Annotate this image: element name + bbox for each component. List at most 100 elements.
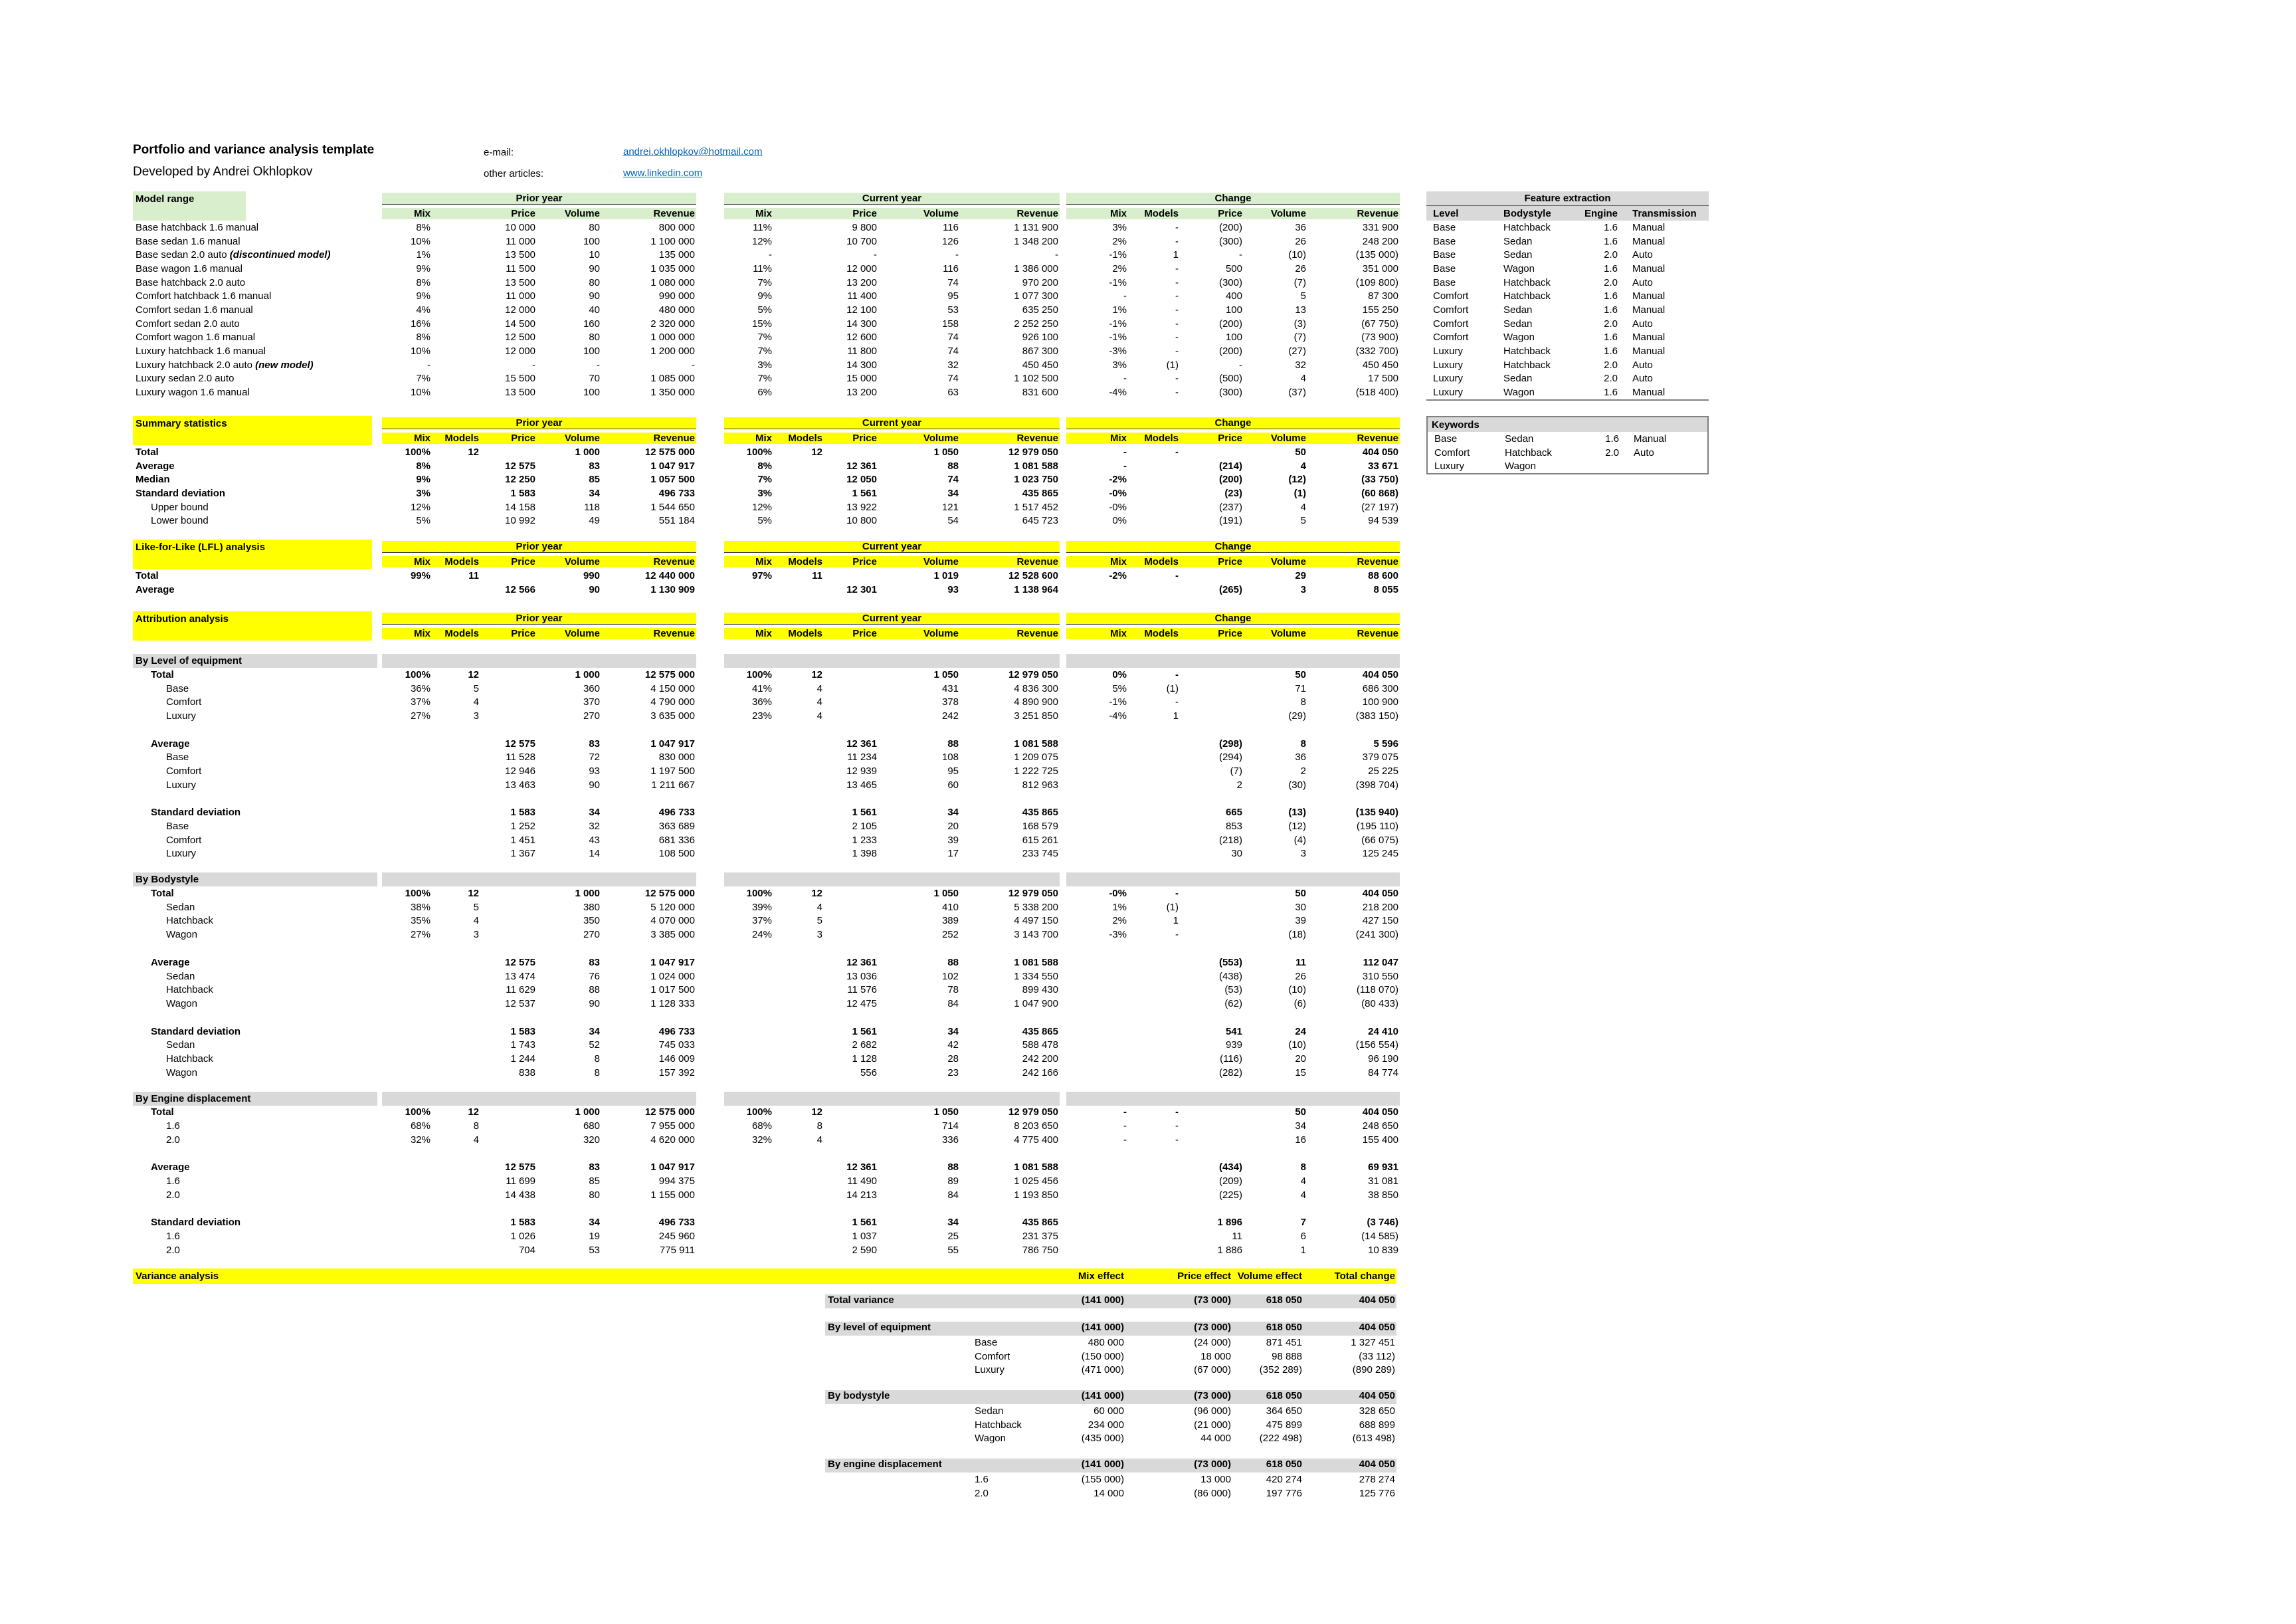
table-row: Luxury Hatchback 2.0 Auto (1426, 358, 1709, 372)
cell: Wagon (1503, 387, 1535, 399)
cell: Sedan (1503, 304, 1533, 316)
cell: - (1175, 929, 1179, 941)
cell: 11 (468, 569, 479, 581)
cell: 1.6 (1604, 346, 1618, 357)
cell: 36 (1295, 752, 1306, 763)
cell: 4 890 900 (1014, 696, 1058, 708)
cell: 1 131 900 (1014, 221, 1058, 233)
cell: 50 (1295, 446, 1306, 458)
cell: 88 600 (1368, 569, 1398, 581)
cell: 3 (473, 710, 479, 722)
cell: 88 (947, 460, 959, 472)
cell: 99% (410, 569, 430, 581)
cell: 90 (589, 779, 600, 791)
column-header: Volume (1244, 207, 1307, 219)
cell: 53 (947, 304, 959, 316)
cell: 25 225 (1368, 765, 1398, 777)
cell: - (1175, 1134, 1179, 1146)
cell: (7) (1293, 332, 1306, 344)
cell: 1 244 (510, 1053, 535, 1065)
cell: (13) (1288, 807, 1306, 819)
cell: - (874, 249, 877, 261)
column-header: Mix (1066, 627, 1128, 639)
cell: 0% (1112, 668, 1127, 680)
cell: 1 (1173, 710, 1179, 722)
row-label: Luxury hatchback 1.6 manual (136, 346, 266, 357)
linkedin-link[interactable]: www.linkedin.com (623, 167, 703, 179)
cell: -0% (1109, 487, 1127, 499)
cell: - (1175, 888, 1179, 900)
cell: 15 (1295, 1066, 1306, 1078)
cell: Hatchback (1503, 346, 1551, 357)
cell: 68% (410, 1120, 430, 1132)
table-row: Average 12 575 83 1 047 917 12 361 88 1 081 58… (133, 956, 1400, 969)
column-header: Price effect (1177, 1270, 1231, 1282)
cell: 618 050 (1232, 1459, 1303, 1473)
cell: 98 888 (1272, 1350, 1302, 1362)
cell: - (427, 359, 430, 371)
cell: 90 (589, 583, 600, 595)
cell: 496 733 (658, 487, 695, 499)
gray-band (382, 872, 696, 887)
cell: 1 200 000 (650, 346, 695, 357)
cell: 496 733 (658, 807, 695, 819)
column-header: Mix (724, 207, 773, 219)
cell: 2% (1112, 262, 1127, 274)
column-header: Bodystyle (1503, 207, 1551, 219)
column-header: Volume (878, 207, 960, 219)
column-header: Volume (537, 432, 601, 444)
cell: 28 (947, 1053, 959, 1065)
cell: 72 (589, 752, 600, 763)
column-header: Mix (382, 432, 432, 444)
cell: 1.6 (1604, 304, 1618, 316)
articles-label: other articles: (484, 168, 544, 179)
row-label: 2.0 (166, 1244, 180, 1256)
cell: 12 (811, 668, 822, 680)
cell: (332 700) (1355, 346, 1398, 357)
cell: 336 (941, 1134, 959, 1146)
row-label: Base wagon 1.6 manual (136, 262, 242, 274)
group-title: Current year (724, 613, 1060, 625)
row-label: Hatchback (166, 984, 213, 996)
cell: 20 (947, 821, 959, 833)
cell: 33 671 (1368, 460, 1398, 472)
cell: (435 000) (1081, 1433, 1124, 1445)
cell: 88 (947, 738, 959, 750)
cell: 160 (583, 318, 600, 330)
cell: 1 327 451 (1351, 1336, 1395, 1348)
group-band: Change (1066, 541, 1400, 553)
cell: 11 000 (506, 235, 535, 247)
cell: 12 946 (505, 765, 535, 777)
cell: (298) (1218, 738, 1242, 750)
cell: (53) (1224, 984, 1242, 996)
cell: 80 (589, 332, 600, 344)
cell: (141 000) (1038, 1322, 1125, 1336)
cell: 11 800 (847, 346, 877, 357)
column-header: Mix (724, 432, 773, 444)
variance-group-row: Total variance (141 000) (73 000) 618 050 40… (133, 1294, 1396, 1308)
spacer (133, 942, 1400, 956)
table-row: Total 100% 12 1 000 12 575 000 100% 12 1 050 12 … (133, 886, 1400, 900)
cell: 13 500 (505, 249, 535, 261)
cell: 20 (1295, 1053, 1306, 1065)
table-row: Sedan 1 743 52 745 033 2 682 42 588 478 939 (10)… (133, 1038, 1400, 1052)
cell: 15 500 (505, 373, 535, 385)
column-header: Models (773, 432, 824, 444)
cell: 4 497 150 (1014, 915, 1058, 927)
column-header: Models (1128, 627, 1180, 639)
cell: (237) (1218, 501, 1242, 513)
table-row: 1.6 (155 000) 13 000 420 274 278 274 (133, 1472, 1396, 1486)
cell: - (1123, 290, 1127, 302)
column-header: Revenue (601, 432, 696, 444)
cell: 404 050 (1362, 668, 1398, 680)
cell: 8 (594, 1053, 600, 1065)
cell: 12 979 050 (1008, 446, 1058, 458)
table-row: Luxury hatchback 2.0 auto (new model) - - -… (133, 358, 1400, 372)
column-header: Revenue (1307, 432, 1400, 444)
cell: 404 050 (1303, 1390, 1396, 1405)
column-header: Revenue (601, 556, 696, 567)
cell: - (1123, 1120, 1127, 1132)
email-link[interactable]: andrei.okhlopkov@hotmail.com (623, 146, 763, 157)
cell: 100 (1225, 304, 1242, 316)
cell: 1 193 850 (1014, 1189, 1058, 1201)
